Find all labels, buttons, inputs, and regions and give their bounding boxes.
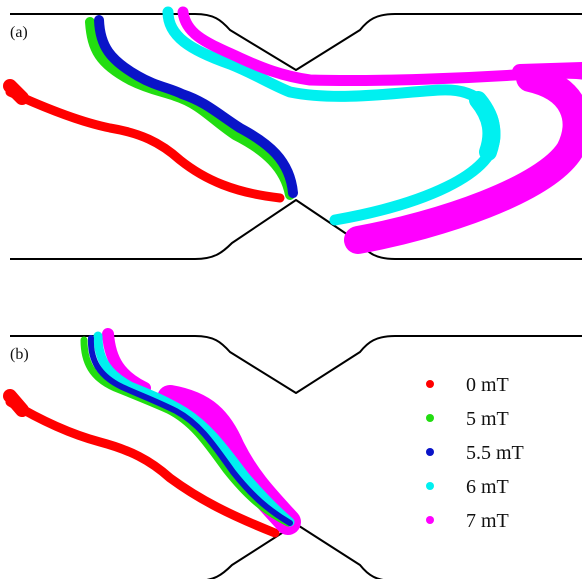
legend-marker (426, 516, 434, 524)
panel-a-trajectory-0mT (5, 87, 285, 203)
panel-b-trajectory-7mT (102, 328, 151, 394)
legend-item-5_5mT: 5.5 mT (426, 442, 524, 464)
panel-a-bottom-wall (10, 199, 582, 260)
legend-marker (426, 448, 434, 456)
panel-b-trajectory-0mT (5, 397, 280, 538)
legend-label: 0 mT (466, 374, 509, 396)
legend-marker (426, 482, 434, 490)
panel-a-label: (a) (10, 24, 28, 41)
legend-label: 5 mT (466, 408, 509, 430)
panel-b-trajectory-6mT (93, 331, 295, 527)
legend-marker (426, 414, 434, 422)
legend-label: 7 mT (466, 510, 509, 532)
panel-b-bottom-wall (206, 523, 384, 579)
panel-a-trajectory-6mT (162, 6, 501, 226)
legend-item-0mT: 0 mT (426, 374, 509, 396)
legend-item-6mT: 6 mT (426, 476, 509, 498)
legend-marker (426, 380, 434, 388)
legend-label: 5.5 mT (466, 442, 524, 464)
legend: 0 mT 5 mT 5.5 mT 6 mT 7 mT (426, 374, 524, 532)
panel-b: (b) 0 mT 5 mT 5.5 mT (3, 328, 582, 579)
legend-label: 6 mT (466, 476, 509, 498)
panel-a-top-wall (10, 13, 582, 71)
panel-b-trajectory-5_5mT (87, 335, 293, 526)
panel-b-top-wall (10, 335, 582, 394)
panel-b-label: (b) (10, 346, 29, 363)
panel-a-trajectory-5_5mT (94, 15, 298, 198)
legend-item-7mT: 7 mT (426, 510, 509, 532)
panel-a: (a) (3, 6, 582, 260)
legend-item-5mT: 5 mT (426, 408, 509, 430)
